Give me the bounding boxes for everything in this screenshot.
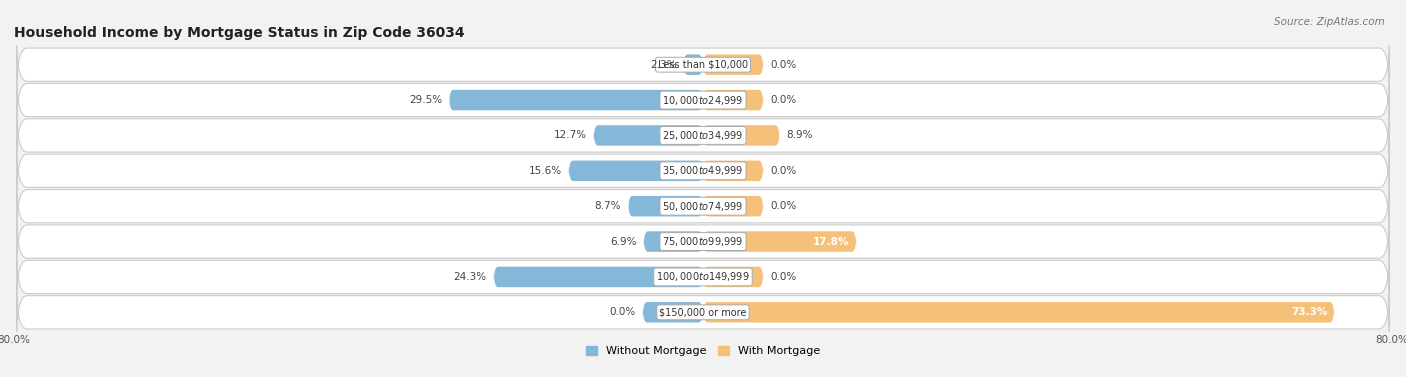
Text: $50,000 to $74,999: $50,000 to $74,999 <box>662 200 744 213</box>
Text: Household Income by Mortgage Status in Zip Code 36034: Household Income by Mortgage Status in Z… <box>14 26 465 40</box>
Text: 17.8%: 17.8% <box>813 236 849 247</box>
FancyBboxPatch shape <box>17 287 1389 338</box>
FancyBboxPatch shape <box>568 161 703 181</box>
FancyBboxPatch shape <box>17 251 1389 303</box>
FancyBboxPatch shape <box>17 39 1389 90</box>
FancyBboxPatch shape <box>449 90 703 110</box>
Legend: Without Mortgage, With Mortgage: Without Mortgage, With Mortgage <box>582 341 824 360</box>
FancyBboxPatch shape <box>703 267 763 287</box>
FancyBboxPatch shape <box>703 54 763 75</box>
Text: 8.9%: 8.9% <box>786 130 813 141</box>
FancyBboxPatch shape <box>703 161 763 181</box>
Text: 0.0%: 0.0% <box>770 272 796 282</box>
Text: 8.7%: 8.7% <box>595 201 621 211</box>
FancyBboxPatch shape <box>643 302 703 323</box>
Text: 29.5%: 29.5% <box>409 95 441 105</box>
Text: $150,000 or more: $150,000 or more <box>659 307 747 317</box>
FancyBboxPatch shape <box>17 145 1389 197</box>
Text: $100,000 to $149,999: $100,000 to $149,999 <box>657 270 749 284</box>
FancyBboxPatch shape <box>17 216 1389 267</box>
FancyBboxPatch shape <box>17 74 1389 126</box>
FancyBboxPatch shape <box>703 196 763 216</box>
FancyBboxPatch shape <box>683 54 703 75</box>
Text: Less than $10,000: Less than $10,000 <box>658 60 748 70</box>
Text: 0.0%: 0.0% <box>610 307 636 317</box>
Text: 0.0%: 0.0% <box>770 60 796 70</box>
Text: $25,000 to $34,999: $25,000 to $34,999 <box>662 129 744 142</box>
Text: 6.9%: 6.9% <box>610 236 637 247</box>
Text: $35,000 to $49,999: $35,000 to $49,999 <box>662 164 744 177</box>
Text: 73.3%: 73.3% <box>1291 307 1327 317</box>
FancyBboxPatch shape <box>628 196 703 216</box>
FancyBboxPatch shape <box>494 267 703 287</box>
Text: $75,000 to $99,999: $75,000 to $99,999 <box>662 235 744 248</box>
Text: 12.7%: 12.7% <box>554 130 586 141</box>
Text: 0.0%: 0.0% <box>770 166 796 176</box>
FancyBboxPatch shape <box>703 302 1334 323</box>
Text: 0.0%: 0.0% <box>770 201 796 211</box>
FancyBboxPatch shape <box>17 180 1389 232</box>
FancyBboxPatch shape <box>593 125 703 146</box>
Text: 0.0%: 0.0% <box>770 95 796 105</box>
FancyBboxPatch shape <box>644 231 703 252</box>
Text: 2.3%: 2.3% <box>650 60 676 70</box>
FancyBboxPatch shape <box>703 125 780 146</box>
Text: Source: ZipAtlas.com: Source: ZipAtlas.com <box>1274 17 1385 27</box>
FancyBboxPatch shape <box>17 110 1389 161</box>
Text: $10,000 to $24,999: $10,000 to $24,999 <box>662 93 744 107</box>
Text: 24.3%: 24.3% <box>454 272 486 282</box>
FancyBboxPatch shape <box>703 90 763 110</box>
Text: 15.6%: 15.6% <box>529 166 562 176</box>
FancyBboxPatch shape <box>703 231 856 252</box>
